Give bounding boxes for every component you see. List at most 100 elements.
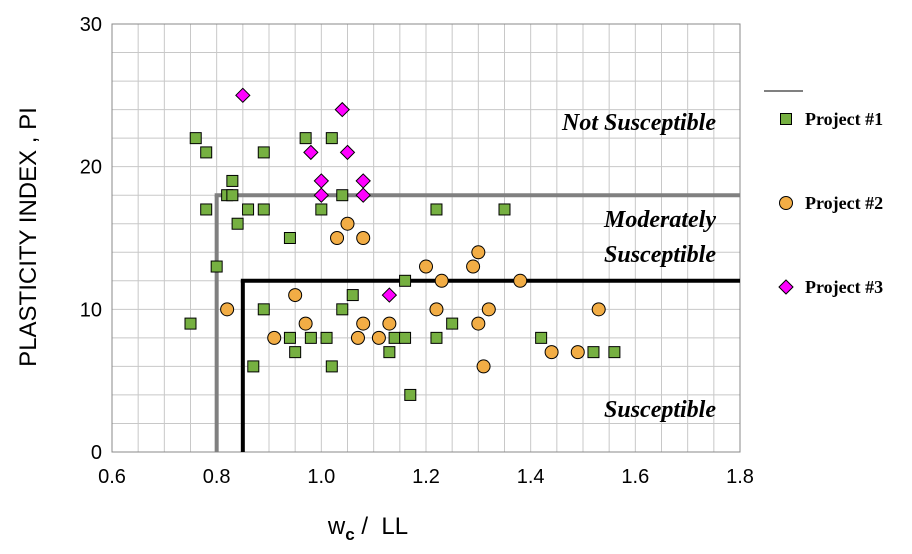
data-point-square — [608, 346, 621, 359]
data-point-circle — [330, 231, 345, 245]
data-point-square — [325, 132, 338, 145]
annotation-not-susceptible: Not Susceptible — [561, 110, 716, 136]
data-point-circle — [513, 273, 528, 288]
annotation-susceptible-moderate: Susceptible — [604, 242, 716, 268]
data-point-circle — [220, 302, 235, 317]
data-point-square — [226, 189, 239, 202]
data-point-circle — [429, 302, 444, 317]
data-points — [184, 87, 621, 401]
x-axis-label-main: w — [327, 513, 346, 540]
data-point-circle — [591, 302, 606, 317]
annotation-susceptible: Susceptible — [604, 397, 716, 423]
x-tick-label: 1.4 — [517, 466, 545, 488]
data-point-square — [200, 203, 213, 216]
data-point-square — [430, 331, 443, 344]
x-axis-label-rest: / LL — [355, 513, 408, 540]
data-point-square — [231, 217, 244, 230]
data-point-square — [257, 203, 270, 216]
data-point-diamond — [355, 173, 371, 189]
data-point-square — [383, 346, 396, 359]
data-point-circle — [356, 316, 371, 331]
plot-area-frame — [111, 23, 741, 453]
y-tick-label: 0 — [91, 442, 102, 464]
x-axis-label-sub: c — [345, 525, 354, 544]
data-point-circle — [419, 259, 433, 274]
data-point-circle — [476, 359, 491, 374]
data-point-diamond — [313, 173, 330, 189]
data-point-square — [587, 346, 600, 359]
data-point-square — [289, 346, 302, 359]
legend-marker-square — [780, 113, 792, 125]
data-point-square — [189, 132, 202, 145]
data-point-circle — [356, 231, 371, 245]
data-point-square — [535, 331, 548, 344]
data-point-square — [325, 360, 338, 373]
data-point-circle — [434, 273, 449, 288]
data-point-circle — [350, 330, 365, 345]
data-point-circle — [471, 245, 486, 260]
data-point-circle — [570, 345, 585, 360]
data-point-square — [404, 388, 417, 401]
data-point-square — [315, 203, 328, 216]
y-tick-label: 10 — [80, 299, 102, 321]
data-point-diamond — [235, 87, 251, 104]
data-point-square — [184, 317, 197, 330]
data-point-diamond — [339, 144, 356, 161]
data-point-square — [399, 274, 412, 287]
data-point-circle — [288, 288, 303, 303]
x-axis-label: wc / LL — [327, 513, 408, 544]
data-point-square — [498, 203, 511, 216]
data-point-square — [346, 289, 359, 302]
data-point-square — [200, 146, 213, 159]
data-point-circle — [466, 259, 481, 274]
data-point-diamond — [313, 187, 330, 203]
legend: Project #1 Project #2 Project #3 — [764, 90, 883, 297]
data-point-square — [283, 232, 296, 244]
data-point-diamond — [355, 187, 371, 203]
boundary-lines — [214, 193, 740, 452]
data-point-square — [388, 331, 401, 344]
data-point-circle — [371, 330, 386, 345]
data-point-diamond — [303, 144, 319, 161]
data-point-square — [299, 132, 312, 145]
data-point-square — [399, 331, 412, 344]
y-tick-label: 20 — [80, 157, 102, 179]
data-point-square — [257, 303, 270, 316]
data-point-square — [304, 331, 317, 344]
data-point-square — [257, 146, 270, 159]
data-point-circle — [382, 316, 397, 331]
legend-label: Project #2 — [805, 193, 883, 213]
data-point-square — [336, 189, 349, 202]
legend-marker-diamond — [778, 279, 794, 295]
data-point-square — [446, 317, 459, 330]
data-point-square — [226, 174, 239, 187]
y-axis-label: PLASTICITY INDEX , PI — [15, 107, 42, 367]
data-point-square — [210, 260, 223, 273]
data-point-circle — [471, 316, 486, 331]
data-point-square — [283, 331, 296, 344]
x-tick-label: 0.6 — [98, 466, 126, 488]
data-point-square — [430, 203, 443, 216]
y-tick-labels: 0 10 20 30 — [80, 14, 102, 464]
data-point-square — [242, 203, 255, 216]
grid-lines — [111, 23, 741, 453]
data-point-circle — [544, 345, 559, 360]
x-tick-label: 1.6 — [621, 466, 649, 488]
data-point-diamond — [381, 287, 398, 303]
legend-label: Project #3 — [805, 277, 883, 297]
x-tick-label: 1.8 — [726, 466, 754, 488]
x-tick-labels: 0.6 0.8 1.0 1.2 1.4 1.6 1.8 — [98, 466, 754, 488]
data-point-circle — [481, 302, 496, 317]
data-point-circle — [298, 316, 313, 331]
legend-marker-circle — [779, 196, 793, 210]
x-tick-label: 1.0 — [307, 466, 335, 488]
annotation-moderately: Moderately — [603, 207, 716, 233]
data-point-circle — [267, 330, 282, 345]
data-point-square — [320, 331, 333, 344]
y-tick-label: 30 — [80, 14, 102, 36]
x-tick-label: 0.8 — [203, 466, 231, 488]
data-point-circle — [340, 216, 355, 231]
data-point-diamond — [334, 101, 350, 118]
x-tick-label: 1.2 — [412, 466, 440, 488]
